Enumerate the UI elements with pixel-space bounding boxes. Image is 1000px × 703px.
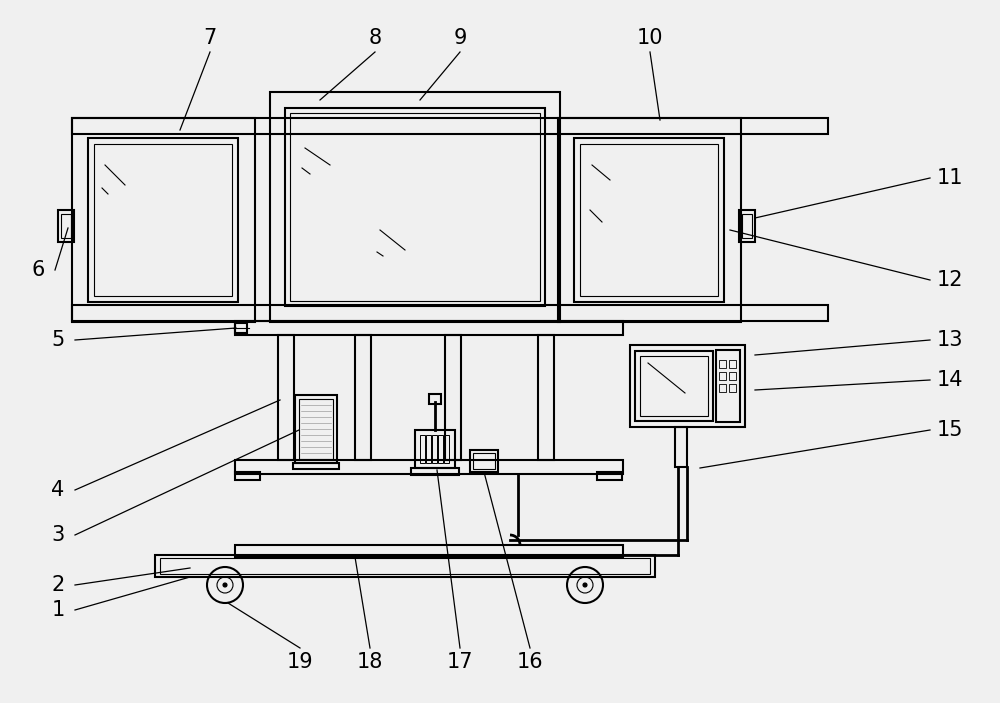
- Bar: [420, 435, 425, 463]
- Bar: [729, 372, 736, 380]
- Bar: [235, 472, 260, 480]
- Bar: [293, 463, 339, 469]
- Text: 9: 9: [453, 28, 467, 48]
- Bar: [88, 138, 238, 302]
- Text: 2: 2: [51, 575, 65, 595]
- Bar: [235, 545, 623, 557]
- Bar: [580, 144, 718, 296]
- Bar: [635, 351, 713, 421]
- Bar: [719, 384, 726, 392]
- Bar: [411, 468, 459, 475]
- Bar: [61, 214, 71, 238]
- Bar: [716, 350, 740, 422]
- Bar: [270, 92, 560, 322]
- Bar: [630, 345, 745, 427]
- Bar: [538, 335, 554, 460]
- Bar: [94, 144, 232, 296]
- Bar: [290, 113, 540, 301]
- Bar: [299, 399, 333, 459]
- Bar: [719, 360, 726, 368]
- Text: 12: 12: [937, 270, 963, 290]
- Bar: [444, 435, 449, 463]
- Bar: [729, 384, 736, 392]
- Bar: [235, 321, 623, 335]
- Text: 19: 19: [287, 652, 313, 672]
- Bar: [285, 108, 545, 306]
- Text: 7: 7: [203, 28, 217, 48]
- Circle shape: [583, 583, 587, 587]
- Bar: [742, 214, 752, 238]
- Text: 1: 1: [51, 600, 65, 620]
- Bar: [72, 305, 828, 321]
- Bar: [729, 360, 736, 368]
- Text: 6: 6: [31, 260, 45, 280]
- Text: 15: 15: [937, 420, 963, 440]
- Bar: [473, 453, 495, 469]
- Bar: [155, 555, 655, 577]
- Text: 8: 8: [368, 28, 382, 48]
- Bar: [438, 435, 443, 463]
- Bar: [558, 118, 741, 322]
- Bar: [72, 118, 255, 322]
- Bar: [415, 430, 455, 468]
- Text: 18: 18: [357, 652, 383, 672]
- Bar: [72, 118, 828, 134]
- Bar: [640, 356, 708, 416]
- Text: 3: 3: [51, 525, 65, 545]
- Bar: [355, 335, 371, 460]
- Text: 5: 5: [51, 330, 65, 350]
- Text: 11: 11: [937, 168, 963, 188]
- Circle shape: [223, 583, 227, 587]
- Bar: [574, 138, 724, 302]
- Bar: [278, 335, 294, 460]
- Bar: [470, 450, 498, 472]
- Bar: [597, 472, 622, 480]
- Bar: [58, 210, 74, 242]
- Bar: [235, 323, 247, 333]
- Bar: [719, 372, 726, 380]
- Bar: [739, 210, 755, 242]
- Text: 16: 16: [517, 652, 543, 672]
- Bar: [429, 394, 441, 404]
- Bar: [160, 558, 650, 574]
- Bar: [235, 460, 623, 474]
- Text: 10: 10: [637, 28, 663, 48]
- Text: 17: 17: [447, 652, 473, 672]
- Bar: [445, 335, 461, 460]
- Bar: [295, 395, 337, 463]
- Text: 14: 14: [937, 370, 963, 390]
- Bar: [426, 435, 431, 463]
- Bar: [432, 435, 437, 463]
- Bar: [675, 427, 687, 467]
- Text: 4: 4: [51, 480, 65, 500]
- Text: 13: 13: [937, 330, 963, 350]
